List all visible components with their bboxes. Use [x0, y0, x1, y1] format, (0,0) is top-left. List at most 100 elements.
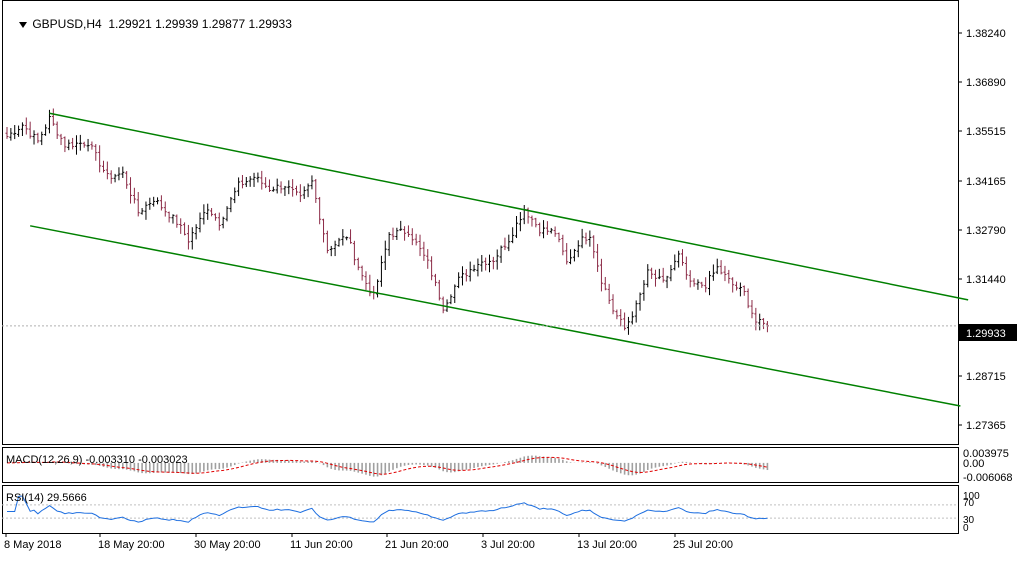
ohlc-bar	[136, 191, 140, 217]
ohlc-bar	[630, 311, 634, 325]
ohlc-bar	[592, 235, 596, 259]
ohlc-bar	[511, 227, 515, 244]
time-tick-label: 21 Jun 20:00	[385, 539, 449, 551]
rsi-label: RSI(14) 29.5666	[6, 492, 87, 504]
ohlc-bar	[360, 265, 364, 281]
ohlc-bar	[507, 234, 511, 252]
ohlc-bar	[179, 218, 183, 234]
ohlc-bar	[738, 282, 742, 297]
rsi-panel-frame	[2, 485, 959, 534]
ohlc-bar	[488, 254, 491, 273]
ohlc-bar	[491, 256, 495, 270]
rsi-line	[7, 495, 768, 523]
ohlc-bar	[78, 134, 82, 151]
ohlc-bar	[229, 196, 233, 213]
ohlc-bar	[534, 217, 538, 228]
time-tick-label: 8 May 2018	[4, 539, 61, 551]
ohlc-bar	[700, 281, 704, 288]
ohlc-bar	[634, 300, 638, 323]
ohlc-bar	[765, 321, 769, 333]
ohlc-bar	[86, 138, 90, 152]
ohlc-bar	[684, 256, 688, 280]
ohlc-bar	[426, 249, 430, 269]
ohlc-bar	[24, 117, 28, 135]
ohlc-bar	[642, 280, 646, 301]
ohlc-bar	[345, 236, 349, 241]
ohlc-bar	[148, 197, 152, 210]
rsi-tick-label: 70	[963, 498, 975, 509]
ohlc-bar	[754, 307, 758, 331]
ohlc-bar	[306, 183, 310, 198]
ohlc-bar	[750, 300, 754, 319]
ohlc-bar	[379, 255, 383, 287]
ohlc-bar	[225, 206, 229, 222]
symbol-header[interactable]: GBPUSD,H4 1.29921 1.29939 1.29877 1.2993…	[6, 3, 292, 45]
ohlc-bar	[460, 266, 464, 286]
ohlc-bar	[468, 261, 472, 282]
ohlc-bar	[673, 254, 677, 271]
ohlc-bar	[98, 145, 102, 173]
price-tick-label: 1.34165	[966, 176, 1006, 188]
chevron-down-icon[interactable]	[19, 21, 28, 28]
ohlc-bar	[596, 243, 600, 272]
ohlc-bar	[175, 214, 179, 228]
price-tick-label: 1.38240	[966, 28, 1006, 40]
ohlc-bar	[287, 180, 291, 195]
ohlc-bar	[94, 144, 98, 161]
ohlc-bar	[356, 257, 360, 271]
ohlc-bar	[67, 139, 71, 151]
time-tick-label: 30 May 20:00	[194, 539, 261, 551]
ohlc-bar	[711, 264, 715, 281]
ohlc-bar	[267, 179, 271, 193]
rsi-tick-label: 0	[963, 523, 969, 534]
ohlc-bar	[156, 197, 160, 205]
price-tick-label: 1.31440	[966, 274, 1006, 286]
rsi-tick-label: 100	[963, 491, 980, 502]
ohlc-bar	[441, 296, 445, 314]
time-tick-label: 13 Jul 20:00	[577, 539, 637, 551]
ohlc-bar	[186, 224, 190, 250]
ohlc-bar	[445, 299, 449, 312]
ohlc-bar	[572, 248, 576, 262]
ohlc-bar	[105, 161, 109, 180]
ohlc-bar	[708, 270, 712, 296]
ohlc-bar	[90, 141, 94, 150]
ohlc-bar	[561, 234, 565, 256]
channel-line-lower[interactable]	[30, 225, 961, 407]
ohlc-bar	[302, 186, 306, 199]
ohlc-bar	[433, 273, 437, 287]
channel-line-upper[interactable]	[49, 112, 969, 301]
ohlc-bar	[681, 249, 684, 266]
ohlc-bar	[140, 208, 144, 215]
ohlc-bar	[553, 226, 557, 237]
ohlc-bar	[28, 121, 32, 139]
ohlc-bar	[584, 232, 588, 245]
price-tick-label: 1.28715	[966, 371, 1006, 383]
time-tick-label: 25 Jul 20:00	[673, 539, 733, 551]
time-tick-label: 3 Jul 20:00	[481, 539, 535, 551]
ohlc-bar	[5, 126, 9, 139]
ohlc-bar	[71, 137, 75, 150]
ohlc-bar	[36, 132, 40, 144]
ohlc-bar	[298, 184, 302, 203]
ohlc-bar	[626, 316, 630, 335]
ohlc-bar	[692, 278, 696, 287]
ohlc-bar	[399, 220, 403, 231]
macd-signal-line	[7, 456, 768, 475]
price-tick-label: 1.36890	[966, 77, 1006, 89]
ohlc-bar	[364, 271, 368, 290]
macd-tick-label: 0.003975	[963, 448, 1009, 460]
price-tick-label: 1.27365	[966, 420, 1006, 432]
ohlc-bar	[82, 141, 86, 148]
ohlc-bar	[762, 318, 766, 330]
ohlc-bar	[719, 260, 723, 275]
ohlc-bar	[657, 268, 661, 280]
ohlc-bar	[599, 258, 603, 292]
ohlc-bar	[167, 211, 171, 223]
ohlc-bar	[518, 212, 522, 232]
ohlc-bar	[376, 279, 380, 298]
ohlc-bar	[677, 250, 681, 268]
ohlc-bar	[723, 265, 727, 282]
